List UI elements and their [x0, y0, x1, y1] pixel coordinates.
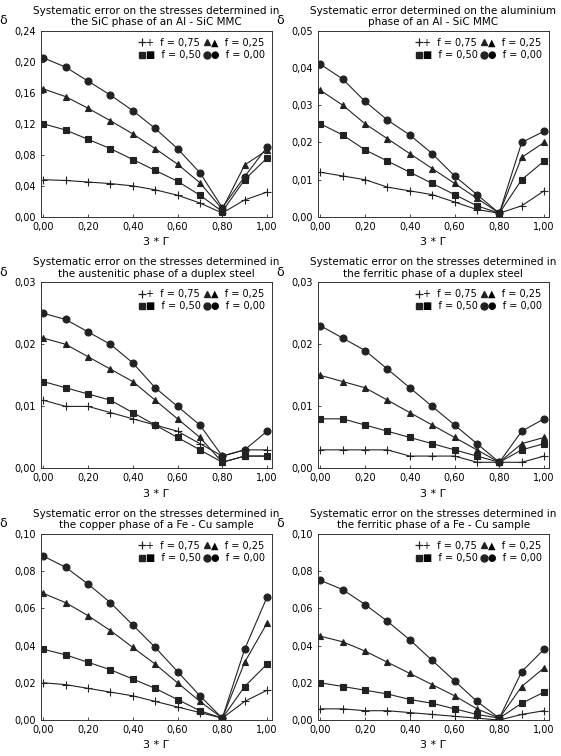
X-axis label: 3 * Γ: 3 * Γ	[420, 740, 447, 751]
Title: Systematic error on the stresses determined in
the SiC phase of an Al - SiC MMC: Systematic error on the stresses determi…	[33, 5, 279, 27]
Title: Systematic error on the stresses determined in
the copper phase of a Fe - Cu sam: Systematic error on the stresses determi…	[33, 509, 279, 530]
Text: δ: δ	[0, 14, 7, 27]
X-axis label: 3 * Γ: 3 * Γ	[144, 740, 169, 751]
Text: δ: δ	[0, 517, 7, 530]
X-axis label: 3 * Γ: 3 * Γ	[420, 237, 447, 247]
Title: Systematic error determined on the aluminium
phase of an Al - SiC MMC: Systematic error determined on the alumi…	[310, 5, 557, 27]
Title: Systematic error on the stresses determined in
the ferritic phase of a duplex st: Systematic error on the stresses determi…	[310, 257, 557, 279]
Text: δ: δ	[0, 265, 7, 278]
X-axis label: 3 * Γ: 3 * Γ	[144, 237, 169, 247]
X-axis label: 3 * Γ: 3 * Γ	[420, 489, 447, 499]
Legend: +  f = 0,75, ■  f = 0,50, ▲  f = 0,25, ●  f = 0,00: + f = 0,75, ■ f = 0,50, ▲ f = 0,25, ● f …	[137, 36, 266, 62]
Title: Systematic error on the stresses determined in
the ferritic phase of a Fe - Cu s: Systematic error on the stresses determi…	[310, 509, 557, 530]
Title: Systematic error on the stresses determined in
the austenitic phase of a duplex : Systematic error on the stresses determi…	[33, 257, 279, 279]
Legend: +  f = 0,75, ■  f = 0,50, ▲  f = 0,25, ●  f = 0,00: + f = 0,75, ■ f = 0,50, ▲ f = 0,25, ● f …	[137, 287, 266, 314]
Legend: +  f = 0,75, ■  f = 0,50, ▲  f = 0,25, ●  f = 0,00: + f = 0,75, ■ f = 0,50, ▲ f = 0,25, ● f …	[137, 538, 266, 565]
Text: δ: δ	[277, 265, 284, 278]
Legend: +  f = 0,75, ■  f = 0,50, ▲  f = 0,25, ●  f = 0,00: + f = 0,75, ■ f = 0,50, ▲ f = 0,25, ● f …	[415, 287, 544, 314]
Legend: +  f = 0,75, ■  f = 0,50, ▲  f = 0,25, ●  f = 0,00: + f = 0,75, ■ f = 0,50, ▲ f = 0,25, ● f …	[415, 538, 544, 565]
X-axis label: 3 * Γ: 3 * Γ	[144, 489, 169, 499]
Legend: +  f = 0,75, ■  f = 0,50, ▲  f = 0,25, ●  f = 0,00: + f = 0,75, ■ f = 0,50, ▲ f = 0,25, ● f …	[415, 36, 544, 62]
Text: δ: δ	[277, 517, 284, 530]
Text: δ: δ	[277, 14, 284, 27]
